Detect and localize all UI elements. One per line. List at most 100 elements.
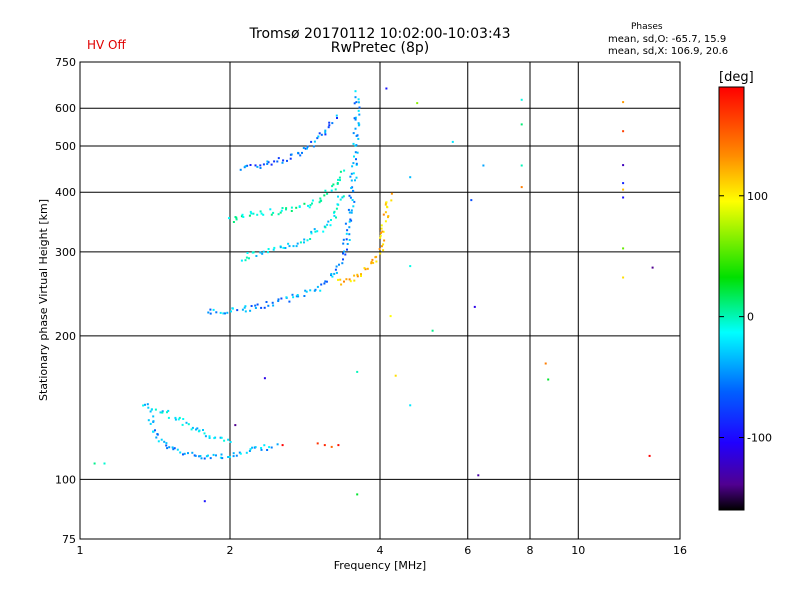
- echo-point: [324, 133, 327, 136]
- echo-point: [149, 410, 152, 413]
- echo-point: [249, 309, 252, 312]
- echo-point: [262, 213, 265, 216]
- echo-point: [384, 203, 387, 206]
- echo-point: [317, 135, 320, 138]
- echo-point: [277, 298, 280, 301]
- echo-point: [103, 462, 106, 465]
- echo-point: [209, 457, 212, 460]
- echo-point: [382, 243, 385, 246]
- echo-point: [178, 416, 181, 419]
- echo-point: [235, 454, 238, 457]
- echo-point: [345, 232, 348, 235]
- echo-point: [520, 123, 523, 126]
- echo-point: [208, 437, 211, 439]
- echo-point: [313, 140, 316, 143]
- echo-point: [305, 290, 308, 293]
- echo-point: [156, 433, 159, 436]
- echo-point: [271, 301, 274, 304]
- echo-point: [291, 293, 294, 296]
- echo-point: [232, 221, 235, 223]
- echo-point: [272, 304, 275, 307]
- echo-point: [176, 448, 179, 451]
- echo-point: [323, 444, 326, 447]
- echo-point: [230, 310, 232, 313]
- echo-point: [285, 207, 288, 210]
- echo-point: [358, 106, 361, 109]
- echo-point: [220, 436, 223, 439]
- echo-point: [256, 165, 259, 168]
- echo-point: [252, 212, 255, 215]
- echo-point: [299, 241, 302, 244]
- x-tick-label: 4: [377, 544, 384, 557]
- echo-point: [363, 267, 366, 270]
- echo-point: [260, 306, 263, 309]
- echo-point: [337, 444, 340, 447]
- echo-point: [168, 446, 171, 449]
- echo-point: [248, 214, 251, 217]
- echo-point: [332, 183, 335, 186]
- colorbar-unit-label: [deg]: [719, 70, 754, 85]
- echo-point: [431, 329, 434, 332]
- echo-point: [262, 250, 265, 253]
- echo-point: [250, 212, 253, 215]
- echo-point: [296, 294, 299, 296]
- echo-point: [342, 195, 345, 198]
- echo-point: [191, 426, 194, 429]
- echo-point: [343, 169, 346, 172]
- y-tick-label: 300: [55, 246, 76, 259]
- echo-point: [239, 452, 242, 455]
- echo-point: [166, 447, 169, 450]
- echo-point: [520, 186, 523, 189]
- echo-point: [324, 189, 327, 192]
- echo-point: [307, 204, 309, 207]
- echo-point: [286, 159, 288, 162]
- echo-point: [337, 195, 339, 198]
- echo-point: [288, 245, 291, 248]
- echo-point: [347, 208, 350, 211]
- echo-point: [152, 420, 155, 423]
- phase-x-stats: mean, sd,X: 106.9, 20.6: [608, 46, 729, 57]
- echo-point: [303, 295, 306, 297]
- echo-point: [335, 114, 338, 117]
- echo-point: [150, 408, 153, 411]
- echo-point: [202, 429, 204, 431]
- echo-point: [318, 132, 321, 135]
- echo-point: [316, 230, 319, 233]
- x-tick-label: 6: [464, 544, 471, 557]
- echo-point: [345, 278, 348, 281]
- echo-point: [243, 306, 246, 309]
- echo-point: [354, 118, 357, 121]
- echo-point: [350, 172, 353, 175]
- echo-point: [348, 233, 351, 236]
- echo-point: [165, 444, 168, 447]
- echo-point: [329, 224, 332, 227]
- echo-point: [327, 126, 330, 129]
- echo-point: [187, 423, 190, 426]
- echo-point: [350, 219, 353, 222]
- echo-point: [451, 140, 454, 143]
- echo-point: [622, 130, 625, 133]
- echo-point: [198, 429, 201, 432]
- echo-point: [263, 444, 266, 447]
- echo-point: [279, 211, 282, 214]
- y-tick-label: 500: [55, 140, 76, 153]
- echo-point: [380, 227, 383, 230]
- echo-point: [244, 305, 247, 308]
- echo-point: [340, 283, 343, 286]
- echo-point: [380, 245, 383, 248]
- echo-point: [520, 164, 523, 167]
- echo-point: [310, 230, 313, 233]
- echo-point: [252, 251, 255, 254]
- echo-point: [354, 116, 357, 119]
- echo-point: [356, 370, 359, 373]
- echo-point: [236, 309, 239, 312]
- echo-point: [147, 419, 150, 422]
- echo-point: [342, 252, 344, 255]
- echo-point: [163, 440, 166, 443]
- echo-point: [181, 423, 184, 426]
- echo-point: [351, 199, 354, 201]
- echo-point: [266, 160, 269, 163]
- echo-point: [154, 408, 157, 411]
- echo-point: [344, 222, 347, 225]
- y-tick-label: 750: [55, 56, 76, 69]
